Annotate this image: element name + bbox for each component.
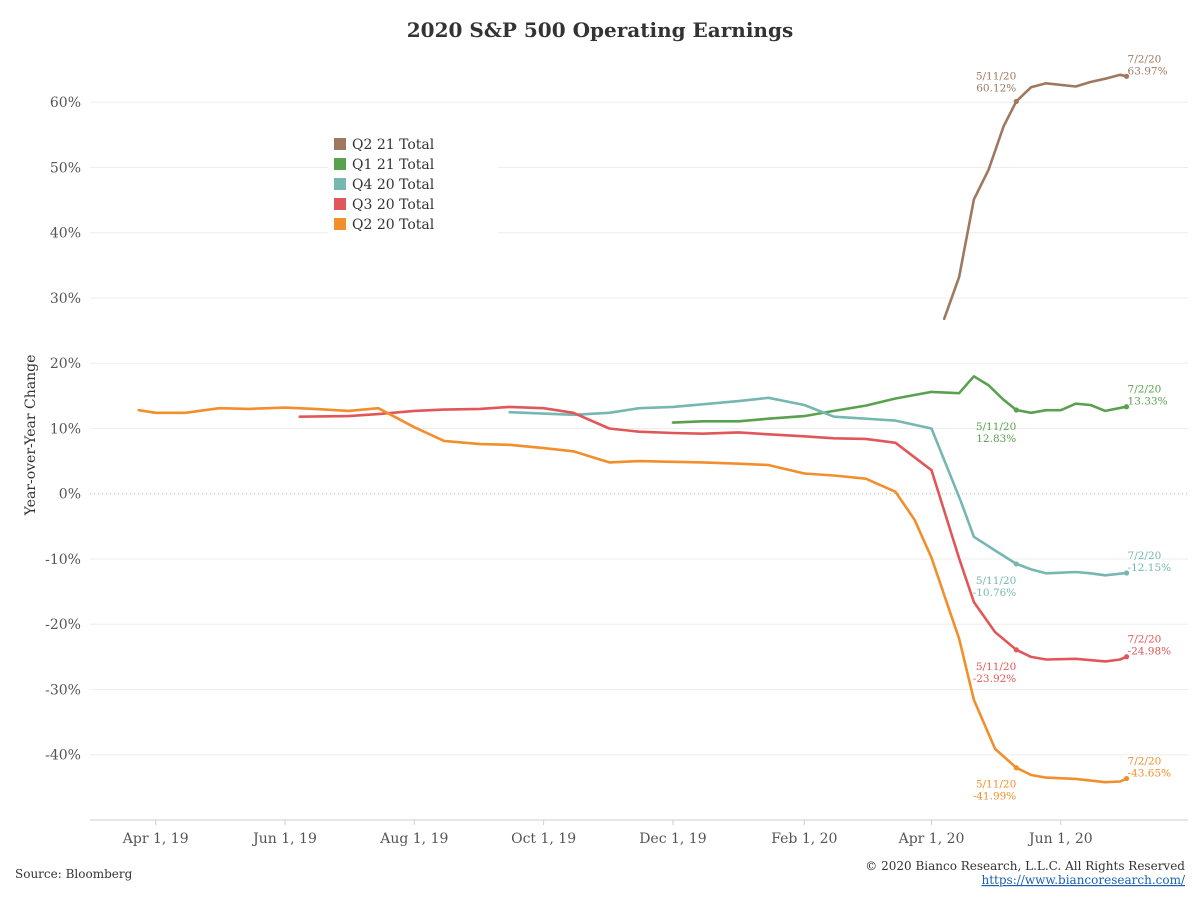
y-tick-label: 0%: [59, 487, 81, 503]
legend-label: Q2 21 Total: [352, 137, 435, 153]
annotation-date: 5/11/20: [976, 70, 1016, 82]
annotation-value: -43.65%: [1128, 768, 1172, 780]
y-tick-label: 30%: [50, 291, 81, 307]
annotation-value: -12.15%: [1128, 562, 1172, 574]
annotation-marker: [1123, 73, 1130, 79]
y-tick-label: -40%: [45, 748, 81, 764]
annotation-date: 5/11/20: [976, 661, 1016, 673]
series-lines: [137, 73, 1128, 784]
y-tick-label: -30%: [45, 682, 81, 698]
legend: Q2 21 Total Q1 21 Total Q4 20 Total Q3 20 T…: [328, 130, 498, 245]
y-tick-label: 60%: [50, 95, 81, 111]
annotations: 5/11/2060.12%7/2/2063.97%5/11/2012.83%7/…: [973, 53, 1171, 802]
series-line-q3-20-total: [298, 405, 1128, 663]
y-tick-label: 40%: [50, 226, 81, 242]
legend-swatch: [334, 138, 346, 150]
x-tick-label: Dec 1, 19: [639, 831, 706, 847]
legend-swatch: [334, 178, 346, 190]
annotation-value: 63.97%: [1128, 65, 1168, 77]
legend-swatch: [334, 198, 346, 210]
chart-title: 2020 S&P 500 Operating Earnings: [407, 18, 793, 42]
legend-label: Q3 20 Total: [352, 197, 435, 213]
y-tick-label: -10%: [45, 552, 81, 568]
series-line-q4-20-total: [508, 396, 1128, 577]
annotation-marker: [1013, 98, 1019, 105]
annotation-value: 60.12%: [976, 82, 1016, 94]
annotation-marker: [1123, 775, 1130, 782]
x-tick-label: Feb 1, 20: [771, 831, 837, 847]
annotation-marker: [1013, 765, 1019, 771]
annotation-date: 5/11/20: [976, 779, 1016, 791]
website-link[interactable]: https://www.biancoresearch.com/: [981, 873, 1185, 887]
y-axis-label: Year-over-Year Change: [23, 355, 39, 517]
legend-label: Q1 21 Total: [352, 157, 435, 173]
y-tick-labels: 60% 50% 40% 30% 20% 10% 0% -10% -20% -30% -40%: [45, 95, 81, 764]
legend-background: [328, 130, 498, 245]
annotation-marker: [1013, 407, 1019, 413]
annotation-date: 5/11/20: [976, 575, 1016, 587]
x-tick-label: Aug 1, 19: [379, 831, 448, 847]
annotation-value: 13.33%: [1128, 396, 1168, 408]
annotation-date: 7/2/20: [1128, 550, 1162, 562]
source-note: Source: Bloomberg: [15, 867, 133, 881]
copyright-note: © 2020 Bianco Research, L.L.C. All Right…: [865, 859, 1185, 873]
x-tick-label: Apr 1, 20: [898, 831, 965, 847]
x-tick-label: Jun 1, 20: [1027, 831, 1093, 847]
annotation-value: -24.98%: [1128, 646, 1172, 658]
y-tick-label: -20%: [45, 617, 81, 633]
legend-swatch: [334, 218, 346, 230]
annotation-marker: [1123, 570, 1130, 576]
annotation-date: 7/2/20: [1128, 756, 1162, 768]
annotation-marker: [1123, 654, 1130, 660]
x-tick-label: Jun 1, 19: [251, 831, 317, 847]
annotation-marker: [1013, 647, 1019, 653]
legend-label: Q2 20 Total: [352, 217, 435, 233]
annotation-marker: [1123, 404, 1130, 410]
x-tick-label: Apr 1, 19: [122, 831, 189, 847]
annotation-date: 5/11/20: [976, 421, 1016, 433]
x-tick-label: Oct 1, 19: [511, 831, 576, 847]
annotation-marker: [1013, 561, 1019, 567]
y-tick-label: 10%: [50, 421, 81, 437]
annotation-date: 7/2/20: [1128, 384, 1162, 396]
legend-swatch: [334, 158, 346, 170]
series-line-q2-20-total: [137, 406, 1128, 784]
annotation-value: -10.76%: [973, 587, 1017, 599]
grid: [90, 101, 1188, 756]
y-tick-label: 20%: [50, 356, 81, 372]
series-line-q1-21-total: [671, 374, 1128, 424]
annotation-value: -41.99%: [973, 791, 1017, 803]
annotation-value: -23.92%: [973, 673, 1017, 685]
annotation-date: 7/2/20: [1128, 634, 1162, 646]
annotation-value: 12.83%: [976, 433, 1016, 445]
series-line-q2-21-total: [942, 73, 1128, 321]
y-tick-label: 50%: [50, 160, 81, 176]
legend-label: Q4 20 Total: [352, 177, 435, 193]
annotation-date: 7/2/20: [1128, 53, 1162, 65]
x-tick-labels: Apr 1, 19 Jun 1, 19 Aug 1, 19 Oct 1, 19 Dec …: [122, 820, 1093, 847]
